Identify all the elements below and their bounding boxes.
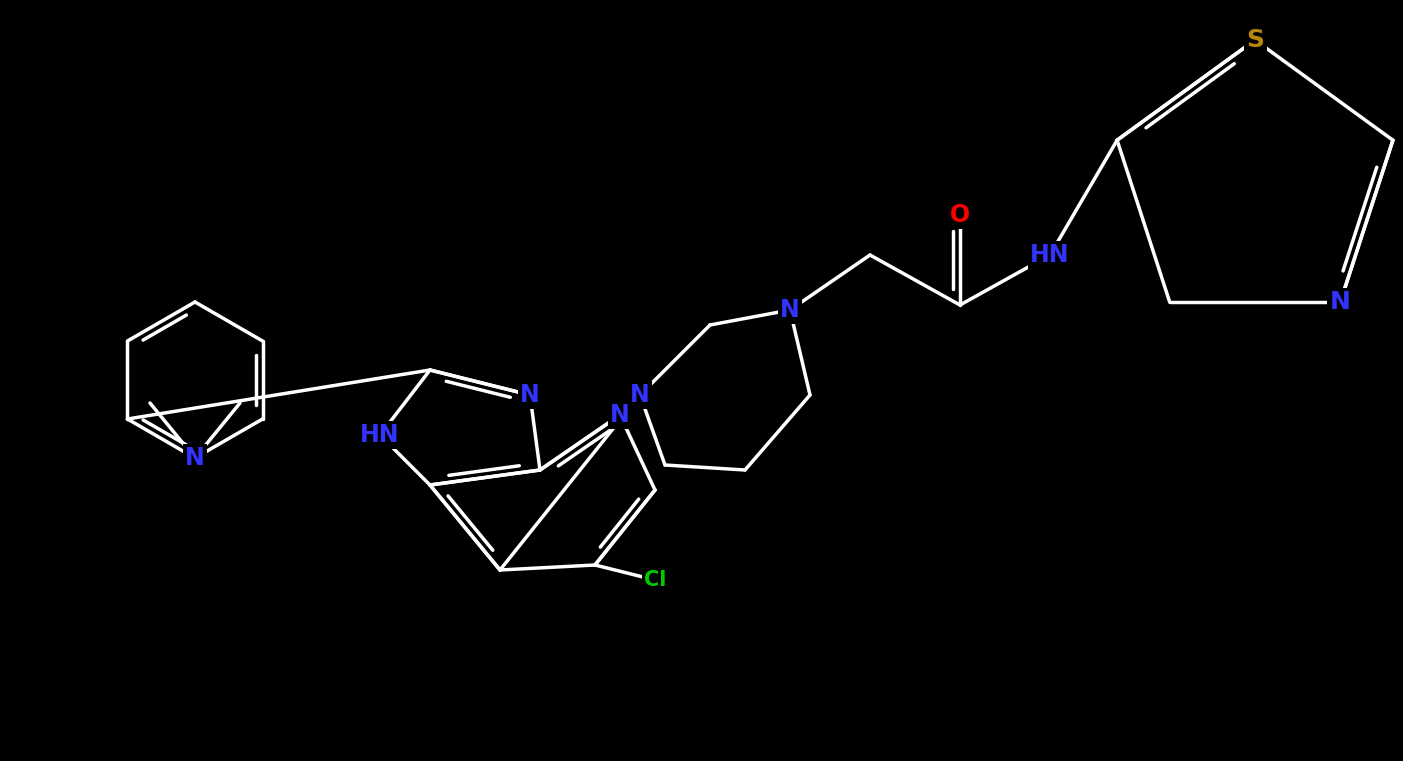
Text: N: N: [521, 383, 540, 407]
Text: N: N: [630, 383, 650, 407]
Text: N: N: [610, 403, 630, 427]
Text: HN: HN: [361, 423, 400, 447]
Text: S: S: [1246, 28, 1264, 52]
Text: O: O: [950, 203, 969, 227]
Text: N: N: [780, 298, 800, 322]
Text: Cl: Cl: [644, 570, 666, 590]
Text: N: N: [185, 446, 205, 470]
Text: N: N: [1330, 290, 1351, 314]
Text: HN: HN: [1030, 243, 1069, 267]
